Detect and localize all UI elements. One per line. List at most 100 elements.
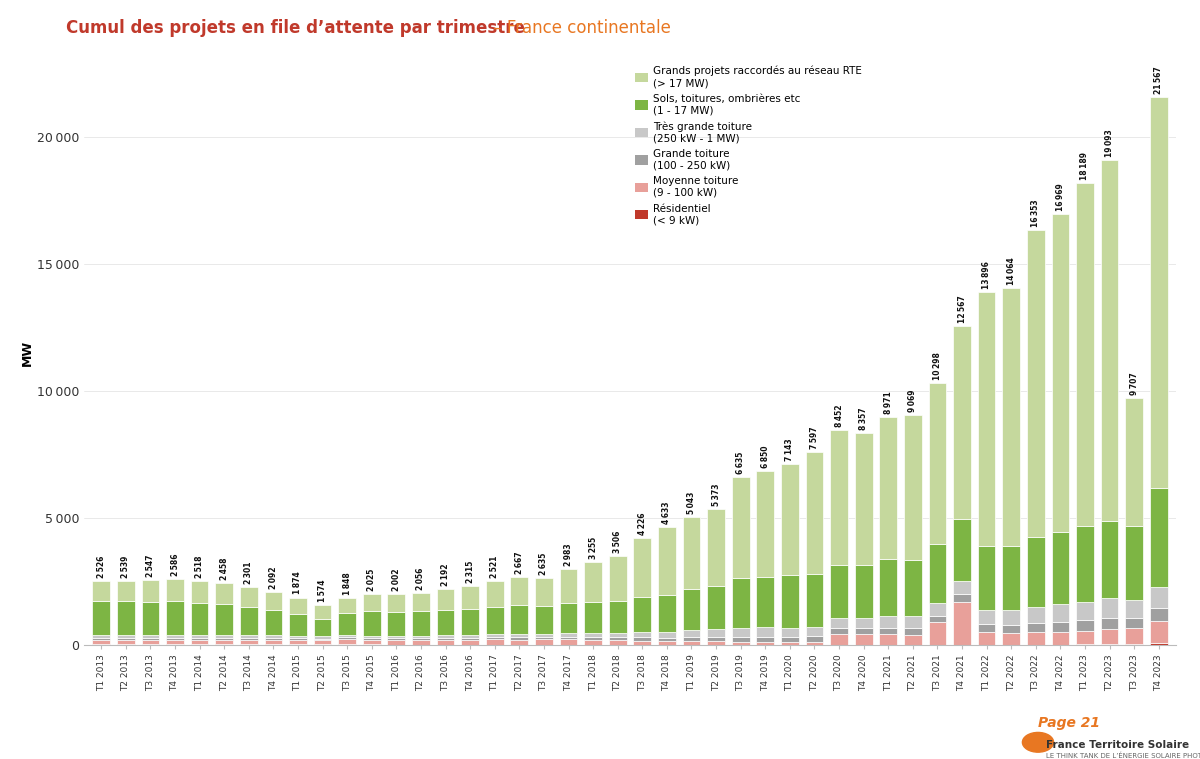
Bar: [830, 634, 848, 645]
Bar: [1150, 622, 1168, 643]
Bar: [781, 628, 799, 637]
Bar: [338, 613, 356, 635]
Bar: [805, 642, 823, 645]
Bar: [535, 639, 553, 644]
Bar: [1027, 607, 1045, 623]
Bar: [608, 556, 626, 600]
Bar: [781, 575, 799, 628]
Bar: [1076, 183, 1094, 526]
Text: 4 226: 4 226: [637, 512, 647, 535]
Bar: [264, 635, 282, 638]
Bar: [929, 543, 947, 603]
Bar: [437, 590, 455, 610]
Bar: [510, 578, 528, 605]
Bar: [634, 638, 652, 641]
Bar: [559, 639, 577, 644]
Text: 6 635: 6 635: [736, 451, 745, 474]
Bar: [854, 565, 872, 618]
Bar: [929, 383, 947, 543]
Bar: [92, 644, 110, 645]
Bar: [707, 629, 725, 637]
Bar: [1100, 618, 1118, 629]
Bar: [805, 452, 823, 574]
Bar: [338, 639, 356, 644]
Bar: [683, 637, 701, 641]
Bar: [1126, 525, 1144, 600]
Bar: [313, 605, 331, 619]
Bar: [166, 579, 184, 601]
Bar: [338, 598, 356, 613]
Bar: [313, 619, 331, 637]
Bar: [289, 640, 307, 644]
Text: 2 547: 2 547: [146, 555, 155, 578]
Bar: [191, 603, 209, 635]
Text: LE THINK TANK DE L’ÉNERGIE SOLAIRE PHOTOVOLTAÏQUE: LE THINK TANK DE L’ÉNERGIE SOLAIRE PHOTO…: [1046, 751, 1200, 759]
Bar: [362, 638, 380, 640]
Bar: [1150, 587, 1168, 609]
Bar: [166, 644, 184, 645]
Bar: [658, 595, 676, 631]
Bar: [142, 644, 160, 645]
Bar: [486, 638, 504, 639]
Bar: [1076, 631, 1094, 644]
Bar: [732, 578, 750, 628]
Bar: [92, 581, 110, 601]
Bar: [1150, 643, 1168, 645]
Bar: [1002, 625, 1020, 632]
Bar: [756, 642, 774, 645]
Bar: [388, 636, 406, 638]
Text: 1 574: 1 574: [318, 580, 328, 602]
Bar: [1002, 546, 1020, 610]
Bar: [904, 635, 922, 645]
Bar: [1051, 632, 1069, 644]
Bar: [412, 640, 430, 644]
Bar: [904, 559, 922, 616]
Bar: [658, 528, 676, 595]
Bar: [584, 633, 602, 638]
Bar: [362, 594, 380, 611]
Bar: [1100, 521, 1118, 598]
Bar: [1126, 398, 1144, 525]
Bar: [830, 628, 848, 634]
Bar: [929, 616, 947, 622]
Bar: [92, 640, 110, 644]
Bar: [486, 581, 504, 606]
Text: 5 043: 5 043: [686, 492, 696, 514]
Bar: [634, 538, 652, 597]
Bar: [880, 616, 898, 628]
Bar: [707, 586, 725, 629]
Bar: [854, 433, 872, 565]
Bar: [929, 603, 947, 616]
Bar: [584, 638, 602, 640]
Text: 6 850: 6 850: [761, 446, 769, 468]
Bar: [732, 628, 750, 637]
Bar: [191, 644, 209, 645]
Text: 2 458: 2 458: [220, 557, 229, 580]
Text: 19 093: 19 093: [1105, 129, 1114, 157]
Bar: [510, 605, 528, 634]
Bar: [461, 635, 479, 638]
Bar: [658, 631, 676, 638]
Text: 2 526: 2 526: [97, 556, 106, 578]
Bar: [805, 574, 823, 627]
Legend: Grands projets raccordés au réseau RTE
(> 17 MW), Sols, toitures, ombrières etc
: Grands projets raccordés au réseau RTE (…: [635, 66, 862, 225]
Bar: [732, 637, 750, 642]
Bar: [732, 477, 750, 578]
Bar: [1150, 97, 1168, 488]
Bar: [166, 638, 184, 640]
Text: 2 092: 2 092: [269, 566, 278, 589]
Bar: [264, 644, 282, 645]
Bar: [953, 594, 971, 602]
Bar: [781, 464, 799, 575]
Bar: [756, 628, 774, 637]
Bar: [166, 640, 184, 644]
Bar: [978, 610, 996, 625]
Text: 2 539: 2 539: [121, 556, 131, 578]
Bar: [1002, 288, 1020, 546]
Bar: [412, 593, 430, 611]
Bar: [1027, 537, 1045, 607]
Bar: [92, 635, 110, 638]
Text: 2 301: 2 301: [245, 561, 253, 584]
Bar: [116, 601, 134, 635]
Bar: [437, 640, 455, 644]
